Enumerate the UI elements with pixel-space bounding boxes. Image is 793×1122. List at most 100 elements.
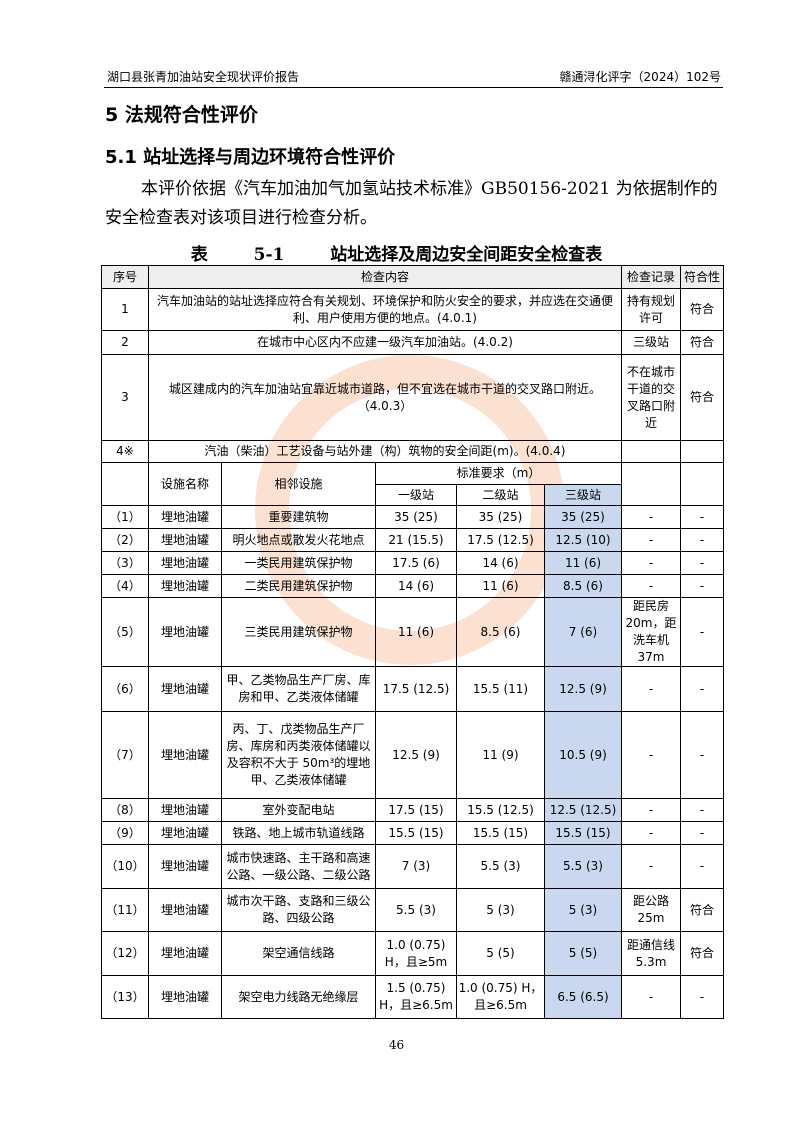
row-number: （9）: [101, 821, 149, 845]
check-record: -: [621, 844, 681, 889]
distance-row: （6） 埋地油罐 甲、乙类物品生产厂房、库房和甲、乙类液体储罐 17.5 (12.5)…: [101, 666, 724, 712]
level-2-distance: 11 (6): [456, 574, 545, 598]
level-1-distance: 14 (6): [375, 574, 457, 598]
compliance-result: 符合: [680, 288, 724, 331]
check-record: -: [621, 574, 681, 598]
row-number: （10）: [101, 844, 149, 889]
subheader-row: 设施名称 相邻设施 标准要求（m）: [101, 462, 724, 506]
facility-name: 埋地油罐: [148, 505, 222, 529]
check-record: -: [621, 666, 681, 712]
compliance-result: -: [680, 798, 724, 822]
level-3-distance: 10.5 (9): [544, 711, 622, 799]
check-record: 距民房20m，距洗车机 37m: [621, 597, 681, 667]
level-1-distance: 11 (6): [375, 597, 457, 667]
table-row: 4※ 汽油（柴油）工艺设备与站外建（构）筑物的安全间距(m)。(4.0.4): [101, 440, 724, 463]
facility-name: 埋地油罐: [148, 711, 222, 799]
row-number: （8）: [101, 798, 149, 822]
check-record: -: [621, 505, 681, 529]
level-1-distance: 35 (25): [375, 505, 457, 529]
adjacent-facility: 架空通信线路: [221, 931, 376, 976]
adjacent-facility: 甲、乙类物品生产厂房、库房和甲、乙类液体储罐: [221, 666, 376, 712]
compliance-result: -: [680, 844, 724, 889]
row-number: （2）: [101, 528, 149, 552]
check-record: -: [621, 821, 681, 845]
level-1-distance: 15.5 (15): [375, 821, 457, 845]
level-1-distance: 12.5 (9): [375, 711, 457, 799]
compliance-result: 符合: [680, 354, 724, 441]
level-3-distance: 8.5 (6): [544, 574, 622, 598]
distance-row: （4） 埋地油罐 二类民用建筑保护物 14 (6) 11 (6) 8.5 (6) - -: [101, 574, 724, 598]
distance-row: （10） 埋地油罐 城市快速路、主干路和高速公路、一级公路、二级公路 7 (3) 5.5…: [101, 844, 724, 889]
row-number: （13）: [101, 975, 149, 1019]
distance-row: （8） 埋地油罐 室外变配电站 17.5 (15) 15.5 (12.5) 12.5 (1…: [101, 798, 724, 822]
facility-name: 埋地油罐: [148, 975, 222, 1019]
compliance-result: -: [680, 821, 724, 845]
level-2-distance: 5 (3): [456, 888, 545, 932]
row-number: （5）: [101, 597, 149, 667]
level-2-distance: 15.5 (11): [456, 666, 545, 712]
distance-row: （11） 埋地油罐 城市次干路、支路和三级公路、四级公路 5.5 (3) 5 (3) 5 …: [101, 888, 724, 932]
row-number: （7）: [101, 711, 149, 799]
compliance-result: 符合: [680, 330, 724, 355]
level-1-distance: 5.5 (3): [375, 888, 457, 932]
facility-name: 埋地油罐: [148, 798, 222, 822]
check-record: 距通信线5.3m: [621, 931, 681, 976]
compliance-result: -: [680, 551, 724, 575]
level-1-distance: 17.5 (12.5): [375, 666, 457, 712]
facility-name: 埋地油罐: [148, 574, 222, 598]
level-2-distance: 11 (9): [456, 711, 545, 799]
header-no: 序号: [101, 265, 149, 289]
distance-row: （3） 埋地油罐 一类民用建筑保护物 17.5 (6) 14 (6) 11 (6) - -: [101, 551, 724, 575]
row-number: （6）: [101, 666, 149, 712]
level-3-distance: 12.5 (10): [544, 528, 622, 552]
empty-cell: [621, 462, 681, 506]
distance-row: （12） 埋地油罐 架空通信线路 1.0 (0.75) H，且≥5m 5 (5) 5 (5…: [101, 931, 724, 976]
safety-checklist-table: 序号 检查内容 检查记录 符合性 1 汽车加油站的站址选择应符合有关规划、环境保护…: [101, 265, 724, 1019]
level-1-distance: 17.5 (15): [375, 798, 457, 822]
header-divider: [104, 87, 723, 88]
level-2-header: 二级站: [456, 484, 545, 506]
level-1-distance: 17.5 (6): [375, 551, 457, 575]
level-2-distance: 8.5 (6): [456, 597, 545, 667]
header-record: 检查记录: [621, 265, 681, 289]
subheader-standard: 标准要求（m）: [375, 462, 622, 485]
row-number: （3）: [101, 551, 149, 575]
row-number: 2: [101, 330, 149, 355]
compliance-result: -: [680, 574, 724, 598]
check-record: -: [621, 551, 681, 575]
compliance-result: [680, 440, 724, 463]
level-2-distance: 1.0 (0.75) H，且≥6.5m: [456, 975, 545, 1019]
page-number: 46: [388, 1038, 405, 1052]
check-record: -: [621, 711, 681, 799]
distance-row: （13） 埋地油罐 架空电力线路无绝缘层 1.5 (0.75) H，且≥6.5m 1.0…: [101, 975, 724, 1019]
check-content: 汽油（柴油）工艺设备与站外建（构）筑物的安全间距(m)。(4.0.4): [148, 440, 622, 463]
adjacent-facility: 城市快速路、主干路和高速公路、一级公路、二级公路: [221, 844, 376, 889]
adjacent-facility: 重要建筑物: [221, 505, 376, 529]
subsection-title: 5.1 站址选择与周边环境符合性评价: [105, 147, 396, 168]
empty-cell: [101, 462, 149, 506]
check-record: 不在城市干道的交叉路口附近: [621, 354, 681, 441]
check-record: [621, 440, 681, 463]
header-report-title: 湖口县张青加油站安全现状评价报告: [107, 70, 300, 84]
level-3-distance: 15.5 (15): [544, 821, 622, 845]
subheader-adjacent: 相邻设施: [221, 462, 376, 506]
row-number: 3: [101, 354, 149, 441]
facility-name: 埋地油罐: [148, 666, 222, 712]
check-record: 持有规划许可: [621, 288, 681, 331]
check-content: 汽车加油站的站址选择应符合有关规划、环境保护和防火安全的要求，并应选在交通便利、…: [148, 288, 622, 331]
check-record: 距公路25m: [621, 888, 681, 932]
level-2-distance: 15.5 (12.5): [456, 798, 545, 822]
check-record: -: [621, 975, 681, 1019]
adjacent-facility: 城市次干路、支路和三级公路、四级公路: [221, 888, 376, 932]
facility-name: 埋地油罐: [148, 551, 222, 575]
compliance-result: -: [680, 597, 724, 667]
section-title: 5 法规符合性评价: [105, 104, 258, 126]
level-3-distance: 5 (3): [544, 888, 622, 932]
adjacent-facility: 架空电力线路无绝缘层: [221, 975, 376, 1019]
distance-row: （2） 埋地油罐 明火地点或散发火花地点 21 (15.5) 17.5 (12.5) 12…: [101, 528, 724, 552]
check-content: 在城市中心区内不应建一级汽车加油站。(4.0.2): [148, 330, 622, 355]
level-2-distance: 5.5 (3): [456, 844, 545, 889]
level-1-distance: 7 (3): [375, 844, 457, 889]
compliance-result: -: [680, 711, 724, 799]
compliance-result: -: [680, 528, 724, 552]
